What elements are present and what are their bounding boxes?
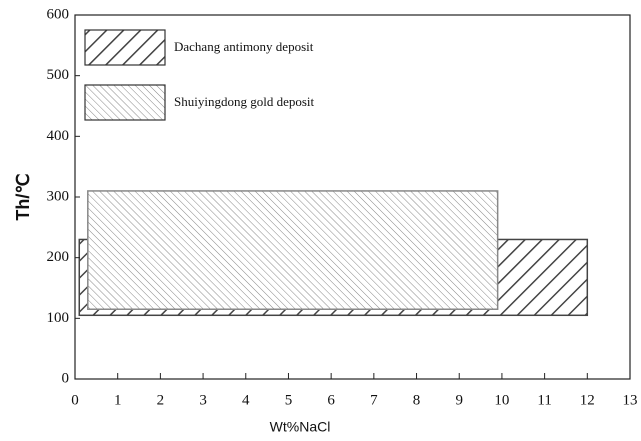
x-tick-label: 12 bbox=[580, 392, 595, 408]
y-tick-label: 600 bbox=[47, 6, 70, 22]
y-tick-label: 400 bbox=[47, 128, 70, 144]
x-tick-label: 9 bbox=[455, 392, 463, 408]
y-tick-label: 0 bbox=[62, 370, 70, 386]
y-tick-label: 500 bbox=[47, 67, 70, 83]
legend-label: Dachang antimony deposit bbox=[174, 39, 314, 54]
x-tick-label: 7 bbox=[370, 392, 378, 408]
x-tick-label: 1 bbox=[114, 392, 122, 408]
x-tick-label: 4 bbox=[242, 392, 250, 408]
legend-label: Shuiyingdong gold deposit bbox=[174, 94, 315, 109]
x-tick-label: 8 bbox=[413, 392, 421, 408]
x-tick-label: 5 bbox=[285, 392, 293, 408]
x-tick-label: 13 bbox=[623, 392, 638, 408]
y-tick-label: 200 bbox=[47, 249, 70, 265]
y-axis-label: Th/℃ bbox=[13, 173, 33, 220]
x-tick-label: 6 bbox=[327, 392, 335, 408]
x-tick-label: 10 bbox=[494, 392, 509, 408]
range-box bbox=[87, 190, 499, 310]
legend-swatch bbox=[84, 29, 166, 66]
y-tick-label: 300 bbox=[47, 188, 70, 204]
x-tick-label: 11 bbox=[537, 392, 551, 408]
legend-swatch bbox=[84, 84, 166, 121]
x-axis-label: Wt%NaCl bbox=[270, 419, 331, 435]
x-tick-label: 2 bbox=[157, 392, 165, 408]
x-tick-label: 0 bbox=[71, 392, 79, 408]
y-tick-label: 100 bbox=[47, 310, 70, 326]
x-tick-label: 3 bbox=[199, 392, 207, 408]
